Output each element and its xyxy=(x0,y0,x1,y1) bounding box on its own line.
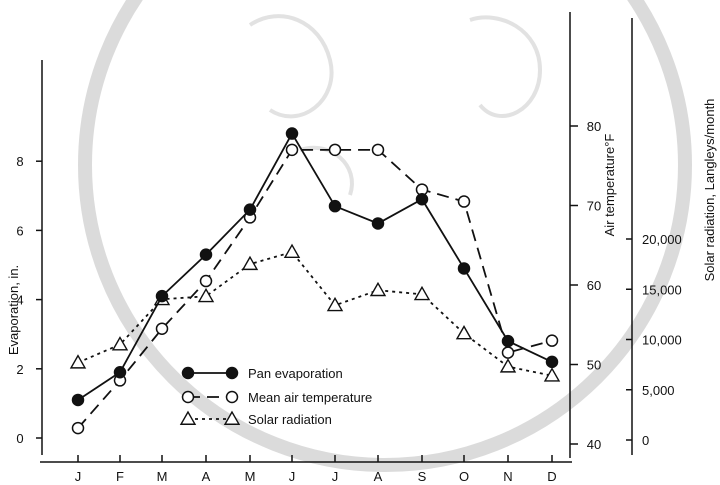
solar-radiation-point xyxy=(197,287,215,303)
pan-evaporation-point xyxy=(371,217,385,230)
solar-radiation-point xyxy=(241,255,259,271)
x-tick-label: J xyxy=(75,469,82,484)
solar-radiation-point xyxy=(111,336,129,351)
x-tick-label: J xyxy=(289,469,296,484)
solar-radiation-point xyxy=(455,325,473,340)
radiation-axis-label: Solar radiation, Langleys/month xyxy=(702,99,717,282)
legend-solar-radiation-marker xyxy=(179,410,197,425)
series-layer xyxy=(69,127,561,435)
temp-tick-label: 60 xyxy=(587,278,601,293)
x-tick-label: D xyxy=(547,469,556,484)
mean-air-temperature-point xyxy=(328,143,342,157)
pan-evaporation-point xyxy=(199,248,213,261)
legend-solar-radiation-label: Solar radiation xyxy=(248,412,332,427)
pan-evaporation-point xyxy=(71,393,85,407)
solar-radiation-point xyxy=(326,296,344,312)
x-tick-label: J xyxy=(332,469,339,484)
left-axis-label: Evaporation, in. xyxy=(6,265,21,355)
mean-air-temperature-point xyxy=(371,143,385,157)
pan-evaporation-point xyxy=(155,289,169,303)
mean-air-temperature-point xyxy=(155,322,169,335)
pan-evaporation-point xyxy=(501,334,515,348)
mean-air-temperature-point xyxy=(545,334,559,347)
temp-tick-label: 40 xyxy=(587,437,601,452)
temp-tick-label: 80 xyxy=(587,119,601,134)
pan-evaporation-point xyxy=(243,203,257,216)
pan-evaporation-point xyxy=(545,355,559,369)
temp-tick-label: 50 xyxy=(587,358,601,373)
mean-air-temperature-point xyxy=(71,421,85,435)
solar-radiation-point xyxy=(413,285,431,301)
legend-pan-evaporation-label: Pan evaporation xyxy=(248,366,343,381)
temp-axis-label: Air temperature°F xyxy=(602,134,617,237)
mean-air-temperature-line xyxy=(77,148,553,429)
left-tick-label: 0 xyxy=(16,431,23,446)
pan-evaporation-point xyxy=(113,366,127,379)
legend-pan-evaporation-marker xyxy=(225,366,239,380)
solar-radiation-point xyxy=(369,281,387,297)
radiation-tick-label: 10,000 xyxy=(642,333,682,348)
solar-radiation-point xyxy=(69,354,87,369)
radiation-tick-label: 0 xyxy=(642,433,649,448)
radiation-tick-label: 15,000 xyxy=(642,282,682,297)
legend: Pan evaporation Mean air temperature Solar… xyxy=(179,366,372,427)
radiation-tick-label: 5,000 xyxy=(642,383,675,398)
x-tick-label: F xyxy=(116,469,124,484)
x-tick-label: A xyxy=(374,469,383,484)
temp-tick-label: 70 xyxy=(587,199,601,214)
x-tick-label: O xyxy=(459,469,469,484)
axes: 0 2 4 6 8 Evaporation, in. J F M A M J J A S O N D 40 50 60 7… xyxy=(6,12,717,484)
x-tick-label: M xyxy=(157,469,168,484)
legend-solar-radiation-marker xyxy=(223,410,241,425)
legend-pan-evaporation-marker xyxy=(181,366,195,380)
x-tick-label: S xyxy=(418,469,427,484)
pan-evaporation-point xyxy=(415,193,429,206)
solar-radiation-point xyxy=(283,243,301,259)
left-tick-label: 8 xyxy=(16,154,23,169)
solar-radiation-point xyxy=(499,358,517,373)
solar-radiation-point xyxy=(543,367,561,382)
left-tick-label: 6 xyxy=(16,223,23,238)
x-tick-label: N xyxy=(503,469,512,484)
mean-air-temperature-point xyxy=(501,346,515,359)
legend-mean-air-temperature-label: Mean air temperature xyxy=(248,390,372,405)
left-tick-label: 2 xyxy=(16,362,23,377)
solar-radiation-line xyxy=(77,251,553,377)
pan-evaporation-point xyxy=(328,199,342,213)
legend-mean-air-temperature-marker xyxy=(225,390,239,404)
legend-mean-air-temperature-marker xyxy=(181,390,195,404)
mean-air-temperature-point xyxy=(457,195,471,208)
mean-air-temperature-point xyxy=(199,274,213,288)
pan-evaporation-line xyxy=(77,131,553,401)
x-tick-label: A xyxy=(202,469,211,484)
mean-air-temperature-point xyxy=(285,143,299,157)
left-tick-label: 4 xyxy=(16,293,23,308)
radiation-tick-label: 20,000 xyxy=(642,232,682,247)
pan-evaporation-point xyxy=(285,127,299,140)
x-tick-label: M xyxy=(245,469,256,484)
pan-evaporation-point xyxy=(457,262,471,275)
